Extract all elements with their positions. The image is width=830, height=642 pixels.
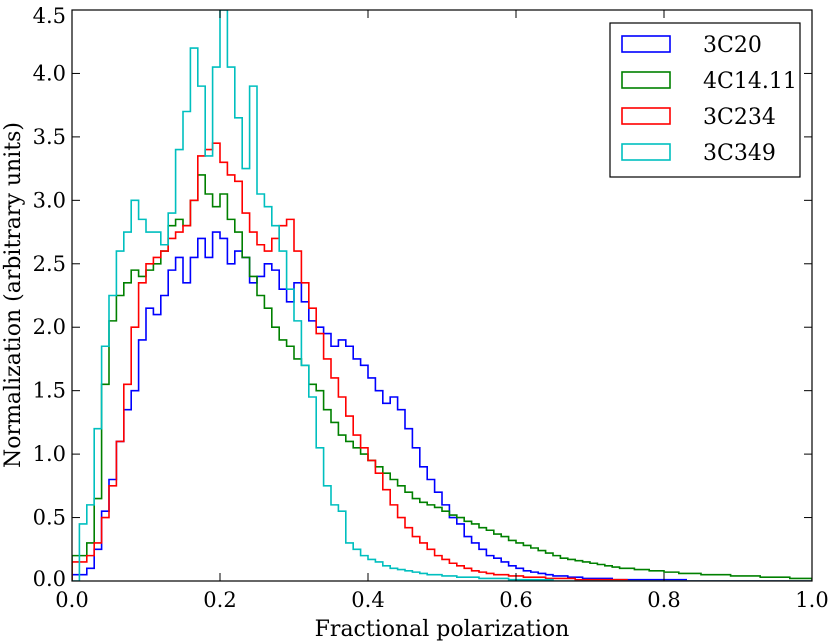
legend-label: 3C20: [703, 33, 762, 58]
x-tick-label: 0.2: [203, 588, 236, 612]
legend-frame: [609, 22, 801, 178]
legend-swatch-3c234: [621, 107, 671, 125]
x-tick-label: 0.6: [499, 588, 532, 612]
x-tick-label: 0.4: [351, 588, 384, 612]
x-tick-label: 1.0: [795, 588, 828, 612]
y-tick-label: 1.5: [33, 379, 66, 403]
x-tick-label: 0.0: [55, 588, 88, 612]
y-tick-label: 0.5: [33, 506, 66, 530]
y-tick-label: 4.5: [33, 4, 66, 28]
legend-swatch-3c349: [621, 143, 671, 161]
series-layer: [72, 10, 812, 581]
legend-swatch-3c20: [621, 35, 671, 53]
y-tick-label: 1.0: [33, 442, 66, 466]
y-tick-label: 3.0: [33, 188, 66, 212]
legend-label: 3C349: [703, 141, 776, 166]
x-tick-label: 0.8: [647, 588, 680, 612]
series-3c234: [72, 142, 812, 581]
plot-area-frame: [71, 9, 813, 582]
y-axis-label: Normalization (arbitrary units): [1, 122, 26, 468]
y-tick-label: 4.0: [33, 61, 66, 85]
y-tick-label: 2.0: [33, 315, 66, 339]
x-axis-label: Fractional polarization: [315, 617, 570, 642]
y-tick-label: 0.0: [33, 567, 66, 591]
axis-ticks: 0.0 0.2 0.4 0.6 0.8 1.0 0.0 0.5 1.0 1.5 2.0 2.5 3.0 3…: [33, 4, 829, 612]
y-tick-label: 2.5: [33, 252, 66, 276]
legend: 3C20 4C14.11 3C234 3C349: [609, 22, 801, 178]
legend-label: 3C234: [703, 105, 776, 130]
series-3c349: [72, 10, 812, 581]
legend-label: 4C14.11: [703, 69, 797, 94]
y-tick-label: 3.5: [33, 125, 66, 149]
legend-swatch-4c14-11: [621, 71, 671, 89]
